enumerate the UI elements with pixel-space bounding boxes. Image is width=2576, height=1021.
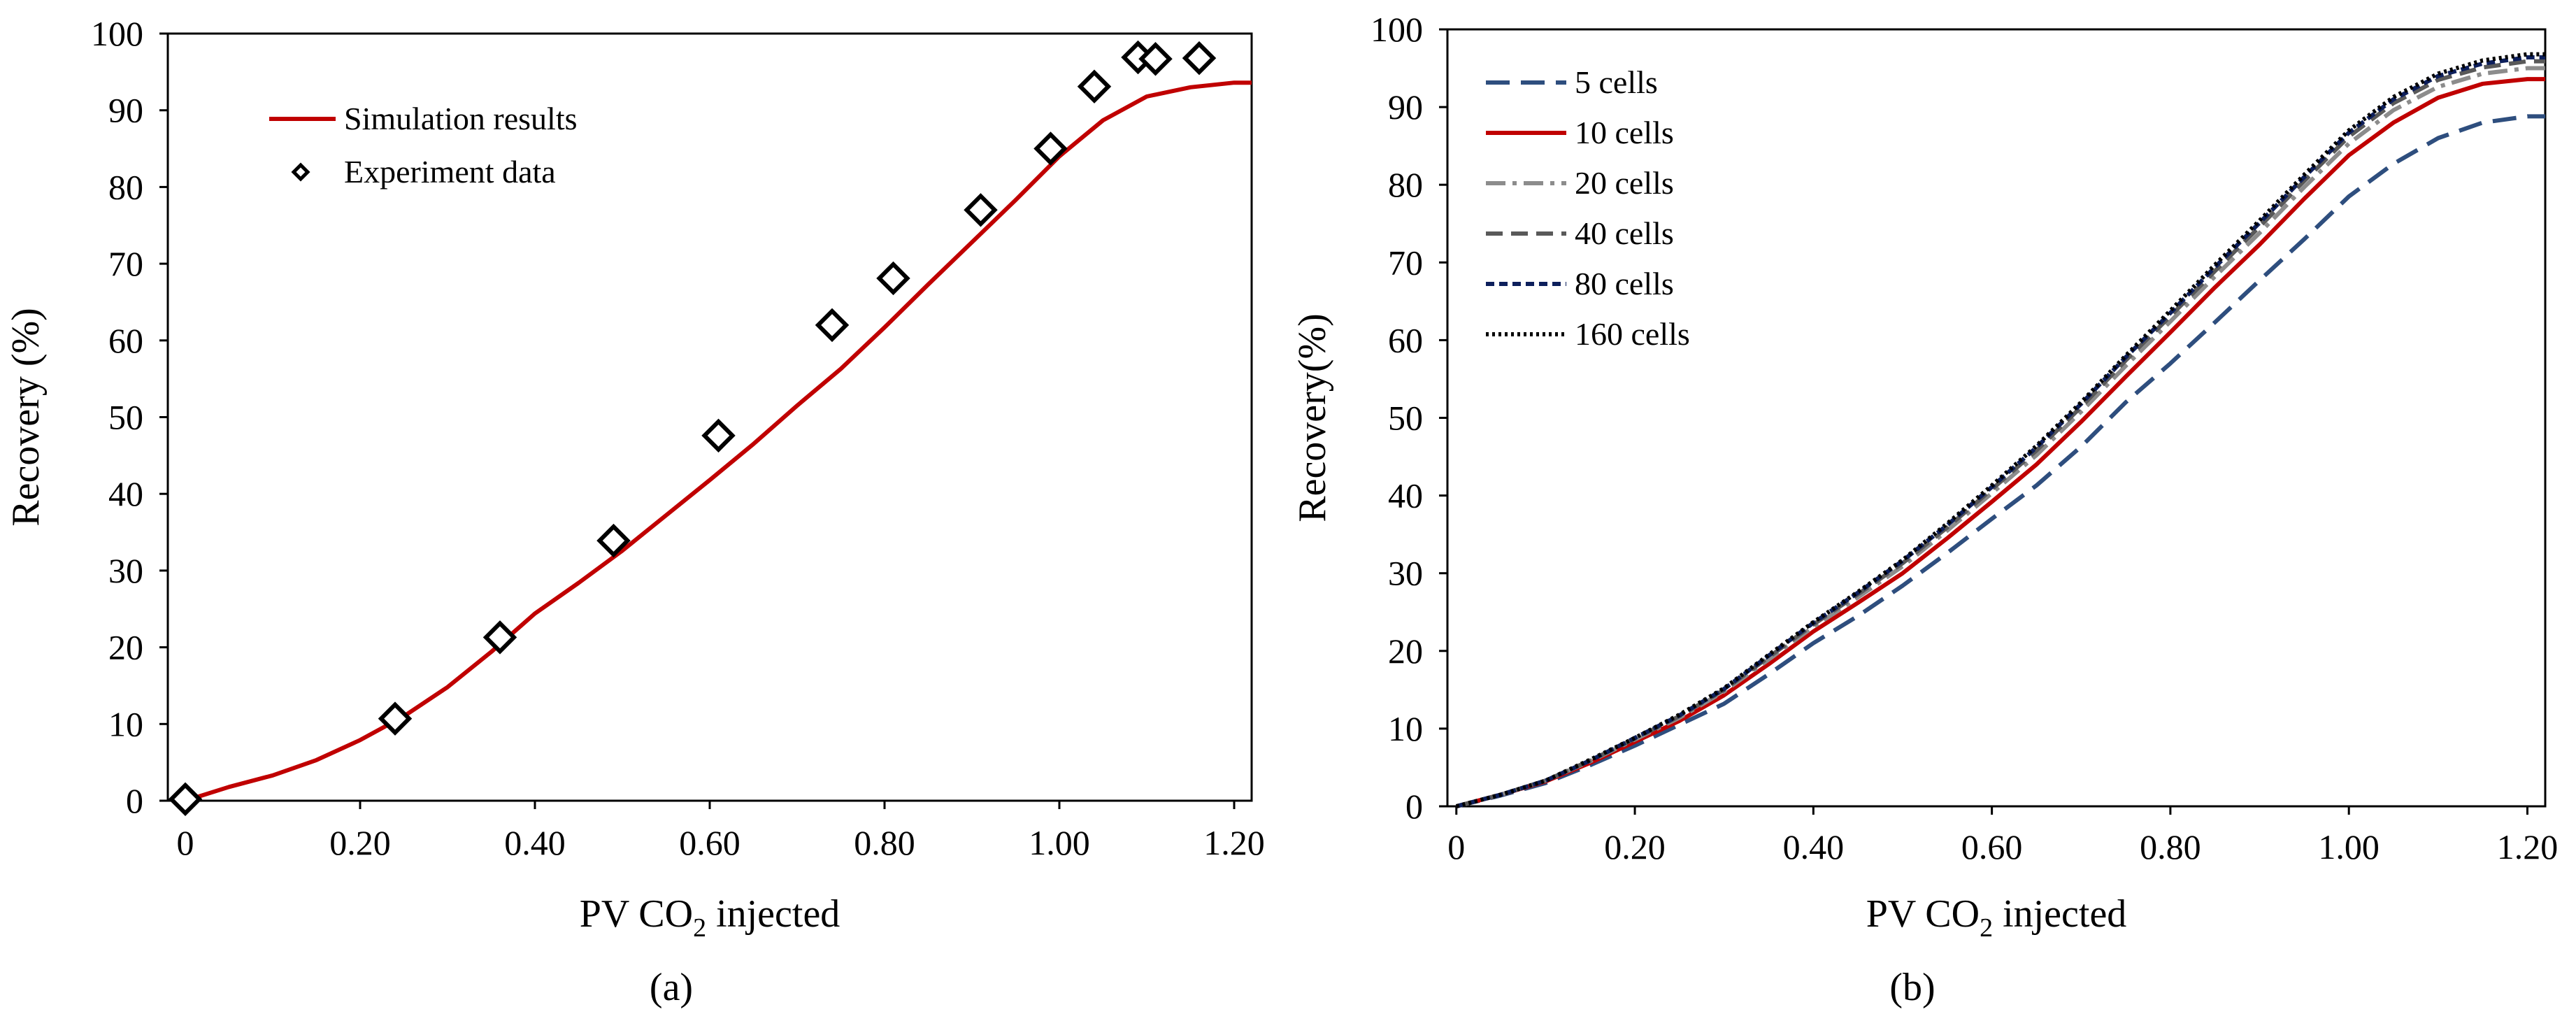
panel-b-caption: (b) (1889, 966, 1935, 1009)
panel-b-ytick-label: 80 (1388, 165, 1423, 204)
panel-a-ytick-label: 20 (108, 628, 143, 667)
panel-b-xtick-label: 1.20 (2497, 827, 2559, 866)
panel-a-xtick-label: 0.80 (854, 823, 915, 862)
panel-b-chart: 0 10 20 30 40 50 60 70 80 90 100 0 0.20 0.40 0.60 0.80 1… (1291, 10, 2558, 943)
panel-a-xtick-label: 0 (177, 823, 194, 862)
panel-a-data-point (168, 782, 203, 817)
panel-b-ytick-label: 50 (1388, 399, 1423, 438)
panel-a-ytick-label: 80 (108, 167, 143, 206)
panel-a-ytick-label: 50 (108, 398, 143, 437)
panel-b-legend-label: 160 cells (1575, 316, 1690, 352)
panel-b-legend-label: 80 cells (1575, 266, 1674, 301)
panel-a-data-point (1138, 41, 1173, 76)
panel-a-data-point (482, 620, 517, 655)
panel-a-data-point (1077, 69, 1112, 103)
panel-a-ytick-label: 90 (108, 91, 143, 130)
panel-b-legend-label: 10 cells (1575, 115, 1674, 150)
panel-b-xtick-label: 0.20 (1604, 827, 1666, 866)
panel-a-data-point (378, 701, 413, 736)
panel-b-legend-label: 40 cells (1575, 215, 1674, 251)
panel-a-caption: (a) (650, 966, 693, 1009)
panel-b-ytick-label: 100 (1371, 10, 1423, 49)
panel-a-xtick-label: 1.20 (1203, 823, 1265, 862)
panel-b-xtick-label: 0 (1447, 827, 1465, 866)
panel-a-y-axis-label: Recovery (%) (4, 308, 48, 527)
panel-b-series-line (1456, 55, 2545, 808)
panel-a-ytick-label: 0 (126, 781, 143, 820)
panel-a-legend-label: Simulation results (344, 101, 578, 136)
panel-a-legend-swatch (291, 162, 310, 182)
panel-a-ytick-label: 10 (108, 704, 143, 743)
panel-b-legend-label: 20 cells (1575, 165, 1674, 201)
panel-a-ytick-label: 70 (108, 244, 143, 283)
panel-a-plot-frame (166, 32, 1253, 802)
panel-a-x-axis-label: PV CO2 injected (580, 892, 840, 943)
panel-b-xtick-label: 0.80 (2140, 827, 2201, 866)
panel-a-series-line (185, 80, 1252, 803)
panel-b-ytick-label: 20 (1388, 631, 1423, 671)
panel-a-data-point (1182, 41, 1217, 76)
panel-b-series-line (1456, 114, 2545, 808)
panel-b-ytick-label: 0 (1405, 787, 1423, 826)
panel-b-ytick-label: 40 (1388, 476, 1423, 515)
panel-a-xtick-label: 0.40 (504, 823, 566, 862)
panel-a-chart: 0 10 20 30 40 50 60 70 80 90 100 0 0.20 0.40 0.60 0.80 1… (4, 14, 1265, 943)
panel-b-legend-label: 5 cells (1575, 64, 1658, 100)
panel-b-ytick-label: 30 (1388, 554, 1423, 593)
panel-b-ytick-label: 10 (1388, 709, 1423, 748)
panel-a-ytick-label: 100 (91, 14, 143, 53)
panel-a-ytick-label: 30 (108, 551, 143, 590)
panel-b-xtick-label: 0.40 (1783, 827, 1845, 866)
panel-b-x-axis-label: PV CO2 injected (1866, 892, 2127, 943)
panel-b-xtick-label: 1.00 (2318, 827, 2380, 866)
panel-a-data-point (815, 308, 850, 343)
panel-a-data-point (964, 193, 998, 227)
panel-b-ytick-label: 70 (1388, 243, 1423, 282)
panel-a-legend-label: Experiment data (344, 154, 556, 190)
panel-a-data-point (701, 418, 736, 453)
panel-a-xtick-label: 0.60 (679, 823, 740, 862)
panel-b-ytick-label: 60 (1388, 320, 1423, 359)
panel-a-ytick-label: 40 (108, 474, 143, 513)
panel-a-xtick-label: 1.00 (1029, 823, 1090, 862)
panel-a-data-point (596, 523, 631, 558)
panel-b-series-line (1456, 77, 2545, 808)
panel-b-xtick-label: 0.60 (1961, 827, 2023, 866)
panel-a-data-point (1033, 131, 1068, 166)
panel-a-data-point (876, 261, 910, 296)
panel-b-ytick-label: 90 (1388, 87, 1423, 127)
panel-a-ytick-label: 60 (108, 321, 143, 360)
panel-b-y-axis-label: Recovery(%) (1291, 313, 1334, 522)
panel-a-xtick-label: 0.20 (329, 823, 391, 862)
